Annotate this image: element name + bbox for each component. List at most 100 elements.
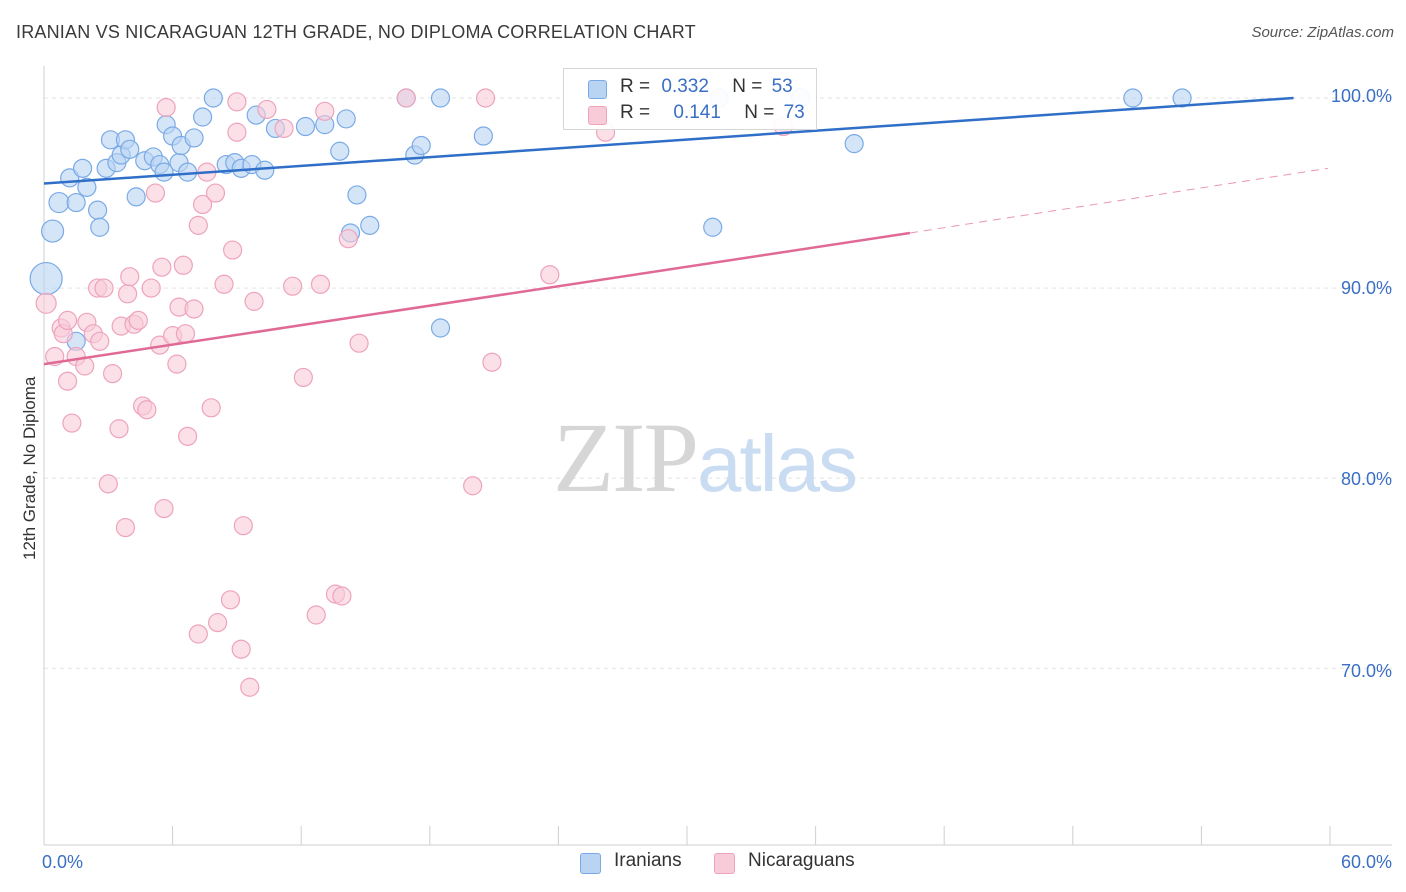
point-nicaraguans	[128, 310, 148, 330]
point-nicaraguans	[137, 400, 157, 420]
point-iranians	[360, 215, 380, 235]
stats-box: R = 0.332 N = 53 R = 0.141 N = 73	[563, 68, 817, 130]
y-tick-label: 70.0%	[1340, 661, 1392, 681]
point-iranians	[295, 116, 316, 137]
point-nicaraguans	[283, 276, 303, 296]
point-iranians	[203, 88, 223, 108]
point-nicaraguans	[201, 398, 221, 418]
point-iranians	[1172, 88, 1192, 108]
point-nicaraguans	[214, 274, 234, 294]
r-value-iranians: 0.332	[661, 76, 709, 97]
point-iranians	[40, 219, 65, 243]
point-iranians	[703, 217, 723, 237]
point-nicaraguans	[227, 122, 247, 142]
legend-label-nicaraguans: Nicaraguans	[748, 850, 855, 871]
trend-lines	[43, 96, 1328, 366]
source-label: Source: ZipAtlas.com	[1251, 24, 1394, 41]
point-nicaraguans	[244, 291, 264, 311]
point-iranians	[66, 192, 86, 213]
point-nicaraguans	[120, 267, 140, 287]
n-label: N =	[732, 76, 763, 97]
point-nicaraguans	[102, 364, 123, 384]
point-nicaraguans	[227, 92, 247, 112]
point-nicaraguans	[188, 624, 208, 644]
point-nicaraguans	[310, 274, 331, 294]
point-nicaraguans	[315, 101, 335, 121]
point-nicaraguans	[463, 476, 483, 496]
point-iranians	[90, 217, 110, 237]
point-iranians	[184, 128, 204, 148]
swatch-iranians	[588, 80, 607, 99]
point-nicaraguans	[117, 284, 138, 304]
point-iranians	[1123, 88, 1143, 108]
point-iranians	[29, 261, 63, 296]
axes	[43, 66, 1392, 846]
series-iranians	[29, 88, 1192, 351]
point-nicaraguans	[188, 215, 208, 235]
point-nicaraguans	[475, 88, 496, 108]
point-nicaraguans	[94, 278, 114, 298]
watermark: ZIPatlas	[553, 402, 858, 513]
x-tick-label: 0.0%	[42, 852, 84, 872]
point-iranians	[473, 126, 493, 146]
point-iranians	[411, 135, 431, 156]
y-tick-label: 90.0%	[1340, 278, 1392, 298]
y-axis-label: 12th Grade, No Diploma	[20, 376, 39, 560]
point-nicaraguans	[167, 354, 187, 374]
point-iranians	[72, 158, 93, 178]
point-nicaraguans	[205, 183, 226, 203]
point-nicaraguans	[184, 299, 204, 319]
point-nicaraguans	[152, 257, 172, 277]
point-nicaraguans	[293, 367, 313, 388]
point-nicaraguans	[154, 498, 174, 519]
point-iranians	[255, 160, 275, 180]
legend-label-iranians: Iranians	[614, 850, 682, 871]
point-nicaraguans	[338, 229, 358, 249]
n-label: N =	[744, 102, 775, 123]
point-iranians	[120, 139, 140, 159]
legend-swatch-iranians	[580, 853, 601, 874]
point-iranians	[193, 107, 213, 127]
point-nicaraguans	[208, 613, 228, 633]
point-iranians	[430, 88, 451, 108]
point-nicaraguans	[306, 605, 326, 625]
point-nicaraguans	[220, 590, 241, 610]
point-iranians	[347, 185, 367, 205]
point-nicaraguans	[145, 183, 166, 203]
point-nicaraguans	[115, 517, 136, 538]
point-nicaraguans	[178, 426, 198, 446]
point-iranians	[87, 200, 108, 220]
point-nicaraguans	[257, 99, 277, 120]
point-nicaraguans	[173, 255, 193, 275]
swatch-nicaraguans	[588, 106, 607, 125]
r-label: R =	[620, 102, 651, 123]
point-nicaraguans	[233, 516, 253, 536]
y-tick-label: 80.0%	[1340, 469, 1392, 489]
point-nicaraguans	[349, 333, 369, 353]
point-nicaraguans	[141, 278, 161, 298]
point-nicaraguans	[175, 324, 196, 344]
point-iranians	[48, 191, 70, 214]
point-nicaraguans	[274, 118, 294, 139]
chart-title: IRANIAN VS NICARAGUAN 12TH GRADE, NO DIP…	[16, 22, 696, 42]
point-nicaraguans	[57, 371, 78, 391]
point-nicaraguans	[332, 586, 352, 606]
x-tick-label: 60.0%	[1340, 852, 1392, 872]
trend-line-nicaraguans	[43, 231, 911, 366]
point-iranians	[126, 187, 146, 207]
point-nicaraguans	[90, 331, 110, 351]
point-iranians	[330, 141, 350, 161]
point-nicaraguans	[240, 677, 260, 697]
point-iranians	[844, 134, 864, 154]
point-nicaraguans	[156, 97, 176, 118]
grid-lines	[44, 97, 1392, 669]
trend-extension-nicaraguans	[909, 167, 1328, 234]
point-nicaraguans	[57, 310, 78, 330]
point-nicaraguans	[231, 639, 251, 659]
series-nicaraguans	[35, 88, 794, 697]
r-label: R =	[620, 76, 651, 97]
legend-swatch-nicaraguans	[714, 853, 735, 874]
point-nicaraguans	[35, 292, 57, 314]
point-nicaraguans	[540, 265, 560, 285]
trend-line-iranians	[43, 96, 1294, 185]
